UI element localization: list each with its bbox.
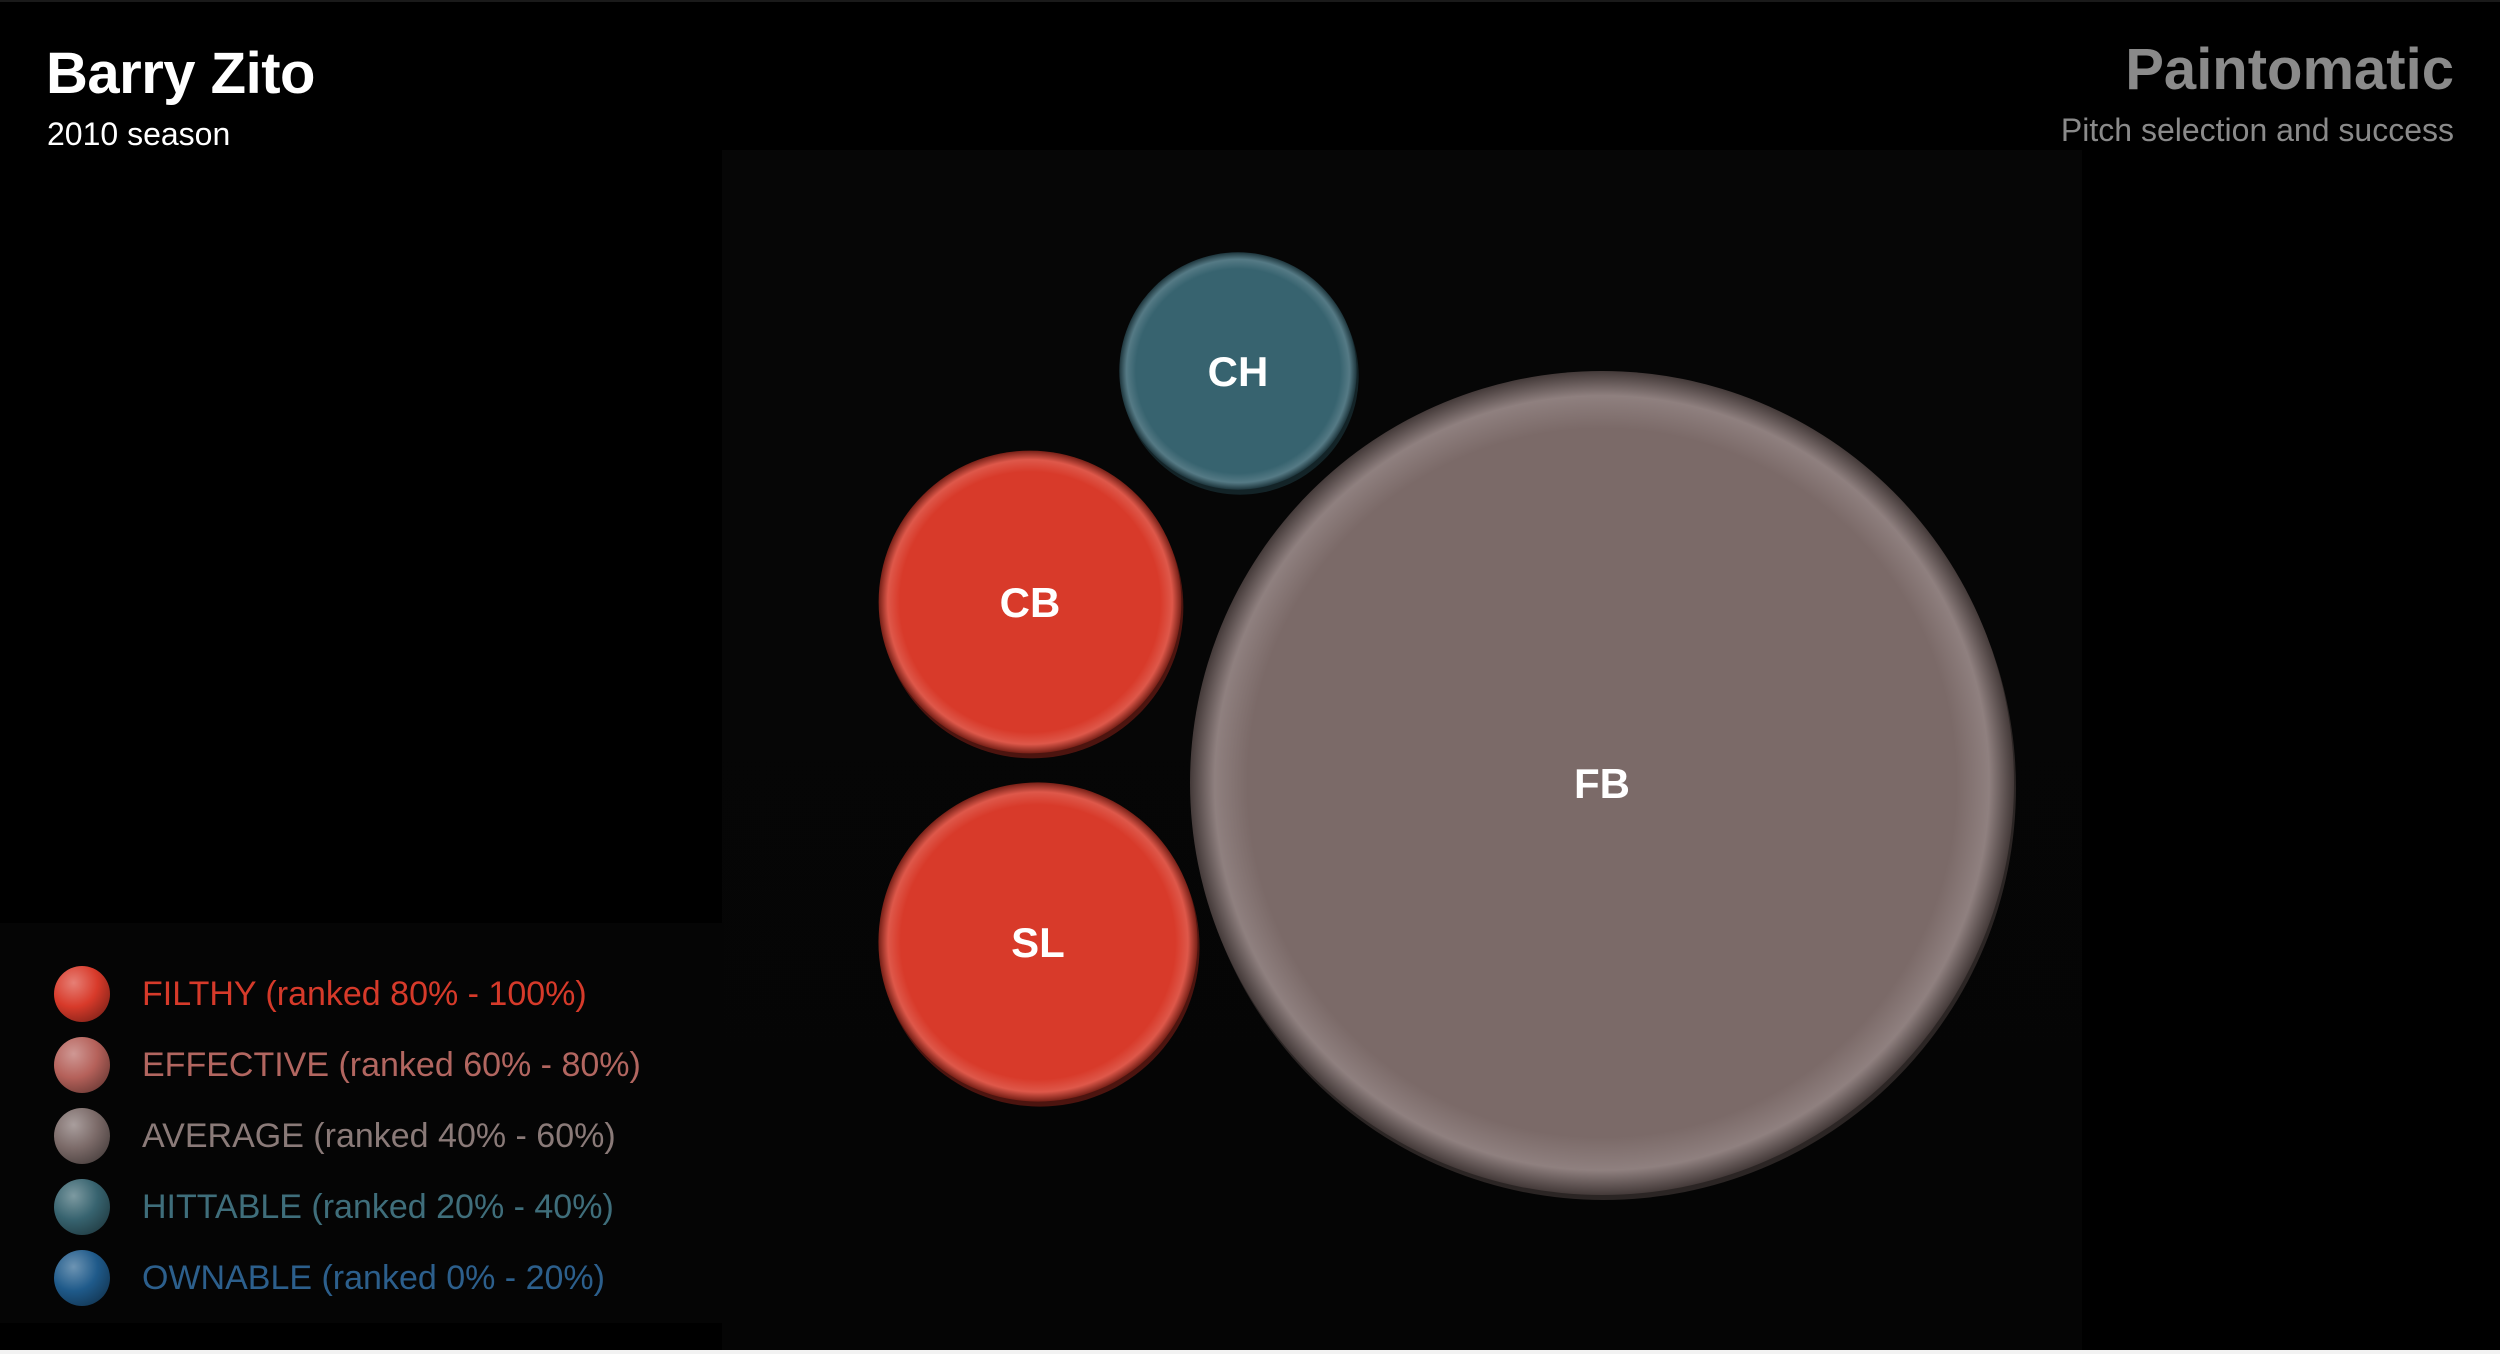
bubble-sl: SL — [878, 782, 1200, 1107]
bubble-circle-sl — [878, 782, 1198, 1102]
top-border — [0, 0, 2500, 2]
legend-item-ownable: OWNABLE (ranked 0% - 20%) — [54, 1250, 641, 1306]
legend-label-ownable: OWNABLE (ranked 0% - 20%) — [142, 1258, 605, 1297]
bubble-ch: CH — [1119, 252, 1359, 495]
legend-item-average: AVERAGE (ranked 40% - 60%) — [54, 1108, 641, 1164]
legend-label-average: AVERAGE (ranked 40% - 60%) — [142, 1116, 616, 1155]
season-label: 2010 season — [47, 116, 231, 152]
bubble-label-ch: CH — [1208, 348, 1269, 395]
legend: FILTHY (ranked 80% - 100%) EFFECTIVE (ra… — [54, 966, 641, 1321]
legend-panel — [0, 923, 724, 1323]
legend-item-filthy: FILTHY (ranked 80% - 100%) — [54, 966, 641, 1022]
bottom-border — [0, 1350, 2500, 1354]
bubble-fb: FB — [1190, 371, 2016, 1200]
brand-title: Paintomatic — [2125, 37, 2454, 102]
player-name: Barry Zito — [46, 41, 315, 106]
bubble-circle-ch — [1119, 252, 1357, 490]
bubble-circle-fb — [1190, 371, 2014, 1195]
bubble-label-fb: FB — [1574, 760, 1630, 807]
legend-swatch-hittable — [54, 1179, 110, 1235]
legend-swatch-average — [54, 1108, 110, 1164]
bubble-label-sl: SL — [1011, 919, 1065, 966]
brand-subtitle: Pitch selection and success — [2060, 112, 2454, 148]
legend-swatch-filthy — [54, 966, 110, 1022]
bubble-cb: CB — [878, 450, 1184, 759]
legend-swatch-ownable — [54, 1250, 110, 1306]
legend-item-effective: EFFECTIVE (ranked 60% - 80%) — [54, 1037, 641, 1093]
legend-label-filthy: FILTHY (ranked 80% - 100%) — [142, 974, 587, 1013]
legend-label-hittable: HITTABLE (ranked 20% - 40%) — [142, 1187, 614, 1226]
legend-item-hittable: HITTABLE (ranked 20% - 40%) — [54, 1179, 641, 1235]
legend-label-effective: EFFECTIVE (ranked 60% - 80%) — [142, 1045, 641, 1084]
bubble-label-cb: CB — [1000, 579, 1061, 626]
legend-swatch-effective — [54, 1037, 110, 1093]
bubble-circle-cb — [878, 450, 1182, 754]
